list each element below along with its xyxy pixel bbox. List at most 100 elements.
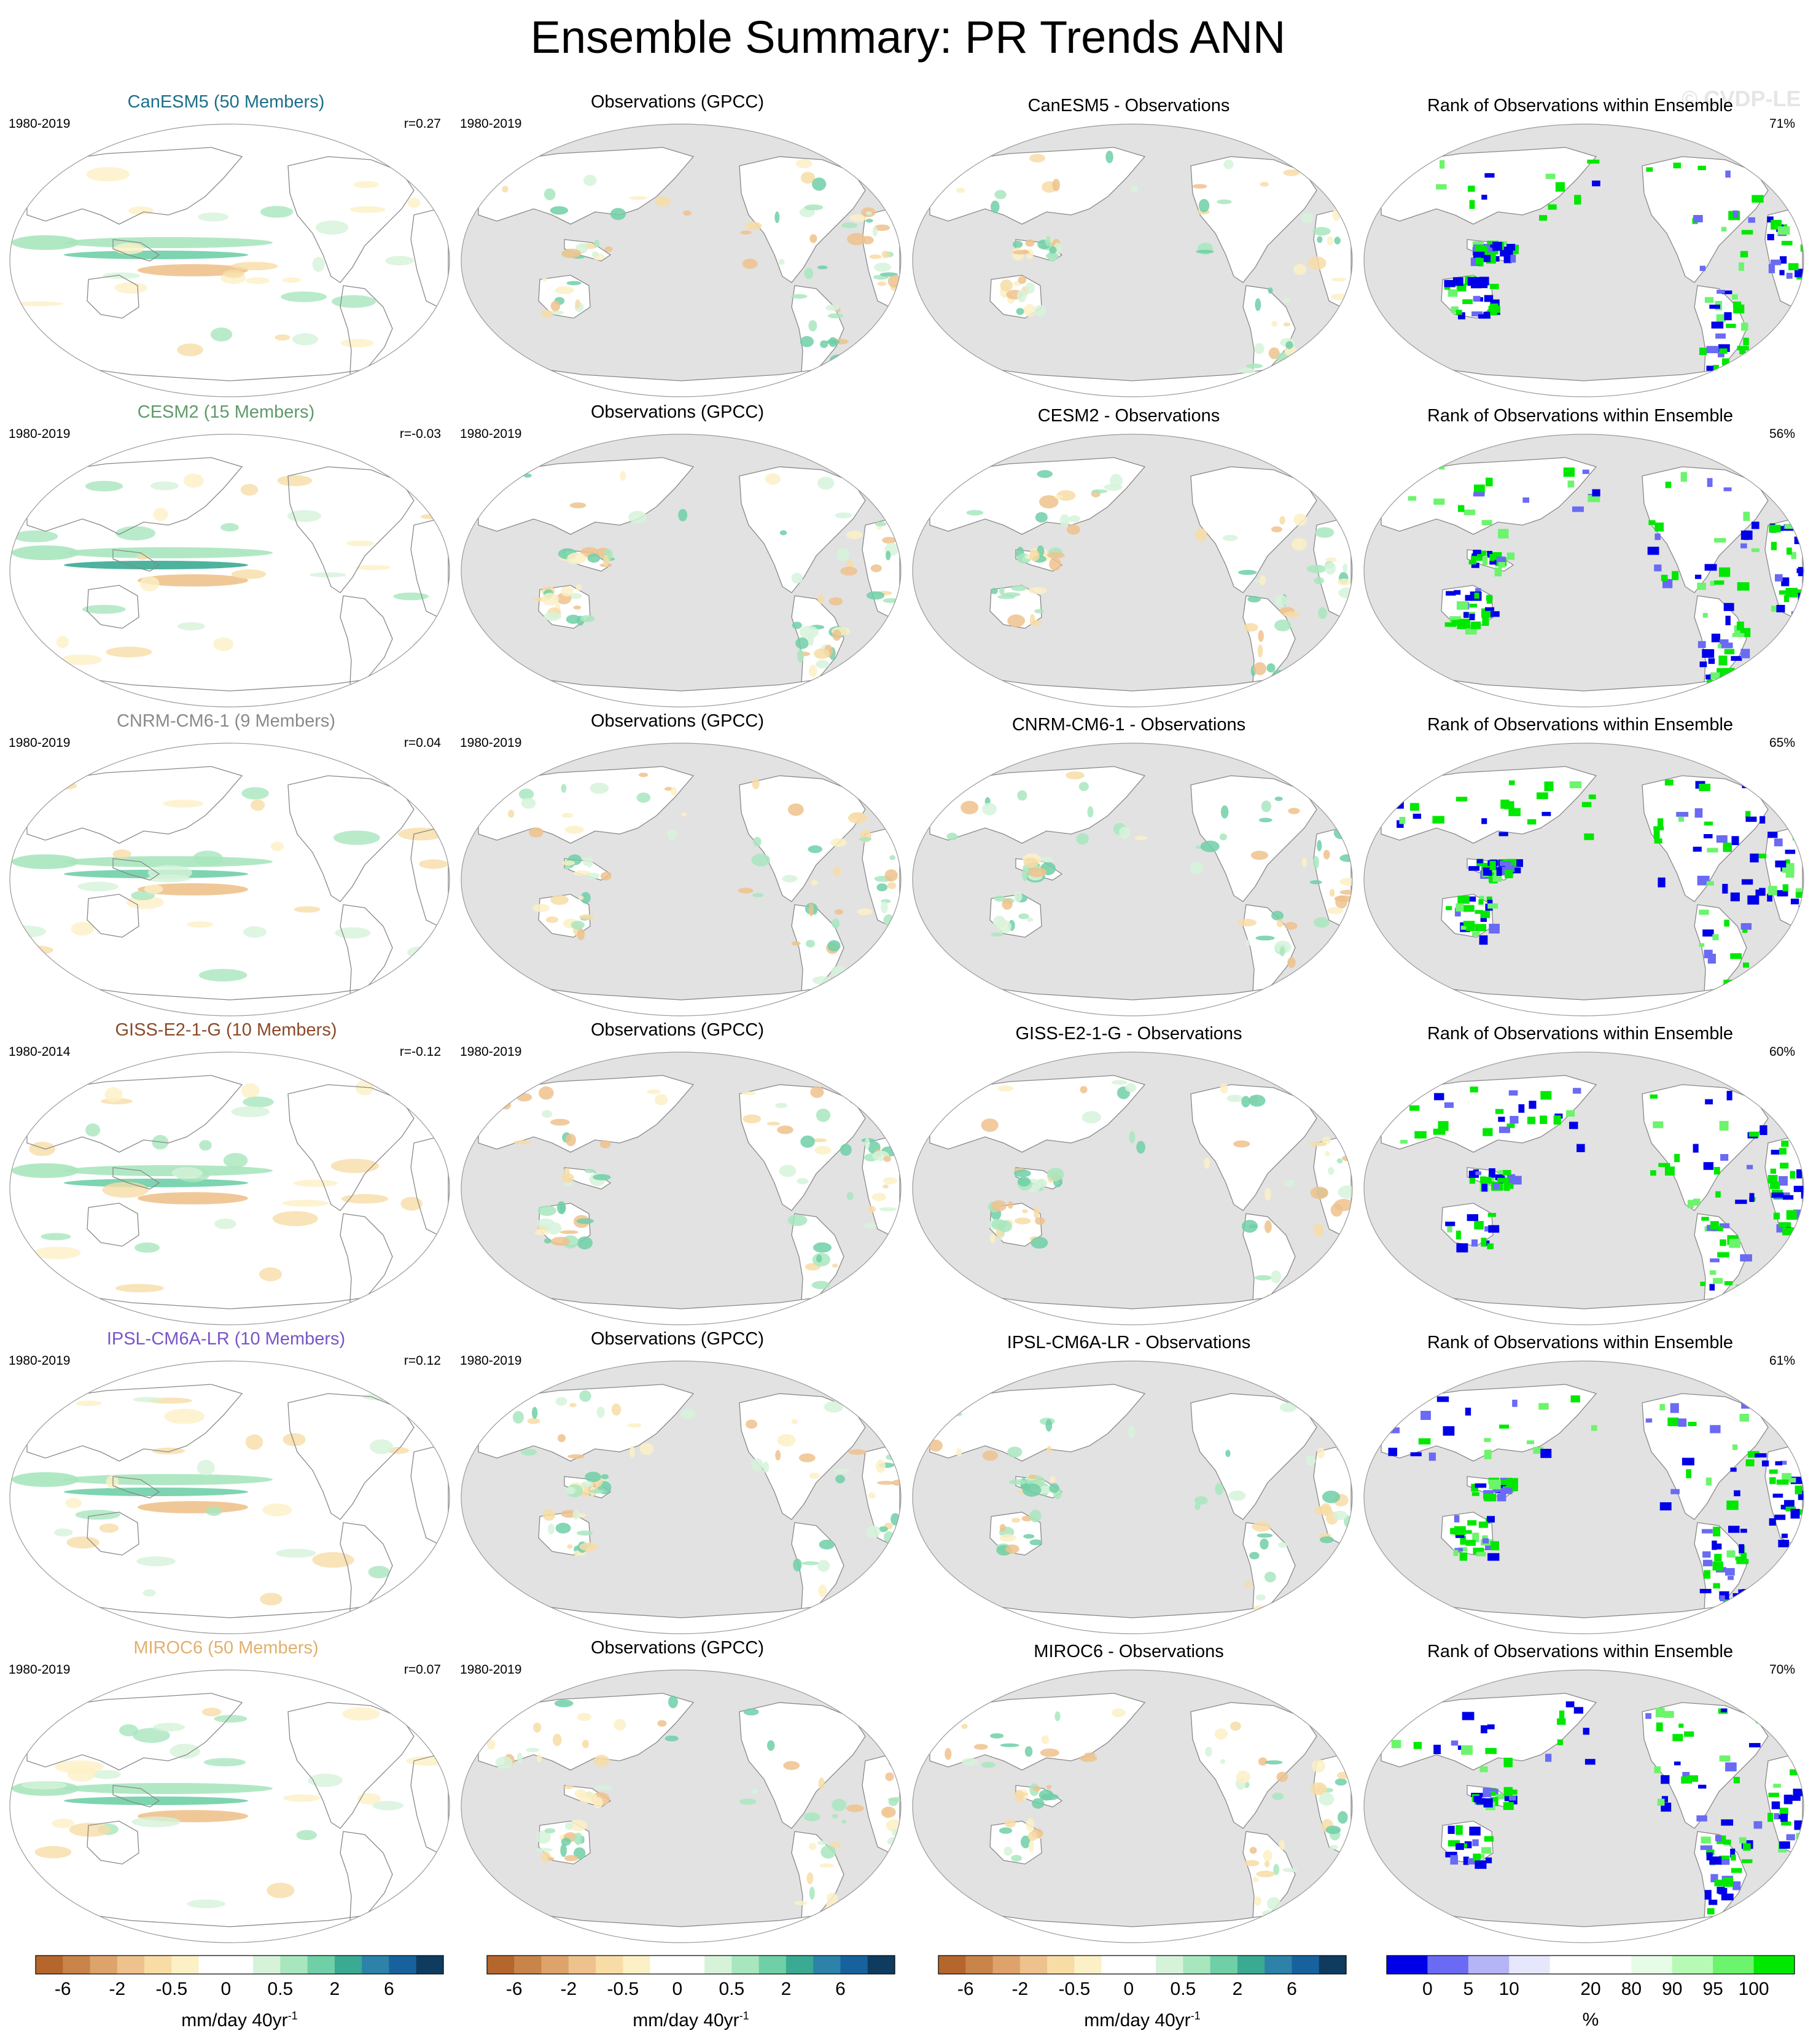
rank-cell [1529, 1101, 1537, 1109]
trend-patch [331, 295, 376, 308]
trend-patch [866, 591, 885, 600]
rank-cell [1714, 1879, 1726, 1887]
continent-greenland [1270, 446, 1311, 470]
trend-patch [92, 1769, 121, 1779]
trend-patch [1000, 1743, 1019, 1747]
rank-cell [1473, 251, 1485, 258]
rank-cell [1646, 167, 1653, 172]
rank-cell [1557, 1718, 1566, 1725]
trend-patch [536, 1753, 542, 1763]
rank-cell [1510, 1115, 1519, 1124]
rank-cell [1736, 1284, 1744, 1292]
rank-cell [1796, 1220, 1804, 1225]
trend-patch [144, 884, 163, 894]
rank-cell [1474, 1220, 1484, 1230]
rank-cell [1469, 603, 1477, 608]
rank-cell [1451, 1740, 1459, 1746]
trend-patch [593, 240, 600, 248]
rank-cell [1713, 1278, 1723, 1284]
trend-patch [245, 1434, 263, 1450]
trend-patch [580, 892, 591, 904]
trend-patch [809, 1472, 820, 1479]
rank-cell [1489, 284, 1499, 289]
continent-greenland [367, 136, 408, 160]
rank-cell [1485, 607, 1495, 611]
map-model [9, 1360, 450, 1634]
trend-patch [638, 772, 649, 778]
trend-patch [751, 853, 771, 867]
field-layer [478, 446, 900, 707]
trend-patch [1025, 239, 1035, 247]
trend-patch [1279, 946, 1285, 957]
trend-patch [945, 1748, 952, 1760]
rank-cell [1713, 365, 1719, 370]
trend-patch [797, 1177, 809, 1185]
trend-patch [739, 1798, 757, 1805]
trend-patch [531, 1406, 538, 1419]
trend-patch [1271, 1270, 1282, 1284]
rank-cell [1471, 556, 1483, 561]
rank-cell [1684, 1731, 1694, 1737]
trend-patch [1343, 1136, 1352, 1145]
rank-cell [1771, 1150, 1782, 1155]
trend-patch [576, 1218, 594, 1224]
trend-patch [1308, 1142, 1327, 1147]
trend-patch [1274, 595, 1288, 607]
rank-cell [1485, 1857, 1492, 1863]
rank-cell [1724, 680, 1732, 687]
rank-cell [1739, 1544, 1745, 1553]
rank-cell [1487, 1553, 1500, 1561]
rank-cell [1544, 781, 1554, 791]
trend-patch [872, 226, 878, 237]
trend-patch [312, 257, 325, 272]
trend-patch [330, 1158, 380, 1173]
rank-cell [1654, 522, 1664, 532]
globe-background [10, 434, 450, 707]
trend-patch [752, 892, 764, 898]
trend-patch [198, 212, 229, 222]
trend-patch [560, 1843, 567, 1857]
trend-patch [1331, 278, 1347, 282]
trend-patch [832, 1263, 838, 1268]
rank-title: Rank of Observations within Ensemble [1427, 1333, 1734, 1352]
model-title: CNRM-CM6-1 (9 Members) [116, 711, 336, 731]
rank-cell [1702, 1559, 1713, 1567]
rank-cell [1747, 1451, 1759, 1458]
rank-cell [1790, 1171, 1796, 1179]
rank-cell [1489, 1791, 1496, 1795]
rank-cell [1740, 923, 1747, 930]
period-label: 1980-2019 [9, 736, 71, 750]
panel-diff: MIROC6 - Observations [903, 1638, 1355, 1947]
colorbar-tick-label: 6 [835, 1979, 846, 1999]
colorbar-model-label: mm/day 40yr-1 [181, 2010, 298, 2030]
trend-patch [800, 1135, 815, 1148]
rank-cell [1782, 884, 1789, 892]
rank-cell [1749, 1193, 1755, 1203]
trend-patch [198, 969, 247, 982]
trend-patch [287, 510, 322, 523]
diff-title: IPSL-CM6A-LR - Observations [1007, 1333, 1251, 1352]
trend-patch [1031, 1236, 1048, 1249]
trend-patch [680, 1408, 696, 1419]
rank-cell [1390, 157, 1400, 166]
rank-cell [1481, 1847, 1492, 1854]
trend-patch [387, 1446, 409, 1454]
trend-patch [146, 874, 190, 883]
trend-patch [41, 1233, 71, 1241]
rank-cell [1537, 792, 1548, 800]
trend-patch [1334, 236, 1341, 245]
trend-patch [1016, 289, 1027, 303]
panel-row: GISS-E2-1-G (10 Members) 1980-2014 r=-0.12… [0, 1020, 1816, 1329]
continent-north-america [287, 775, 415, 902]
globe-border [1363, 1360, 1804, 1634]
rank-cell [1733, 1777, 1740, 1784]
trend-patch [579, 914, 595, 920]
trend-patch [1228, 1490, 1246, 1501]
trend-patch [1029, 1539, 1043, 1546]
rank-percentage: 56% [1769, 427, 1795, 441]
trend-patch [294, 906, 321, 913]
continent-eurasia [478, 147, 695, 225]
trend-patch [1005, 1544, 1019, 1554]
trend-patch [569, 502, 586, 509]
trend-patch [1310, 1782, 1327, 1795]
